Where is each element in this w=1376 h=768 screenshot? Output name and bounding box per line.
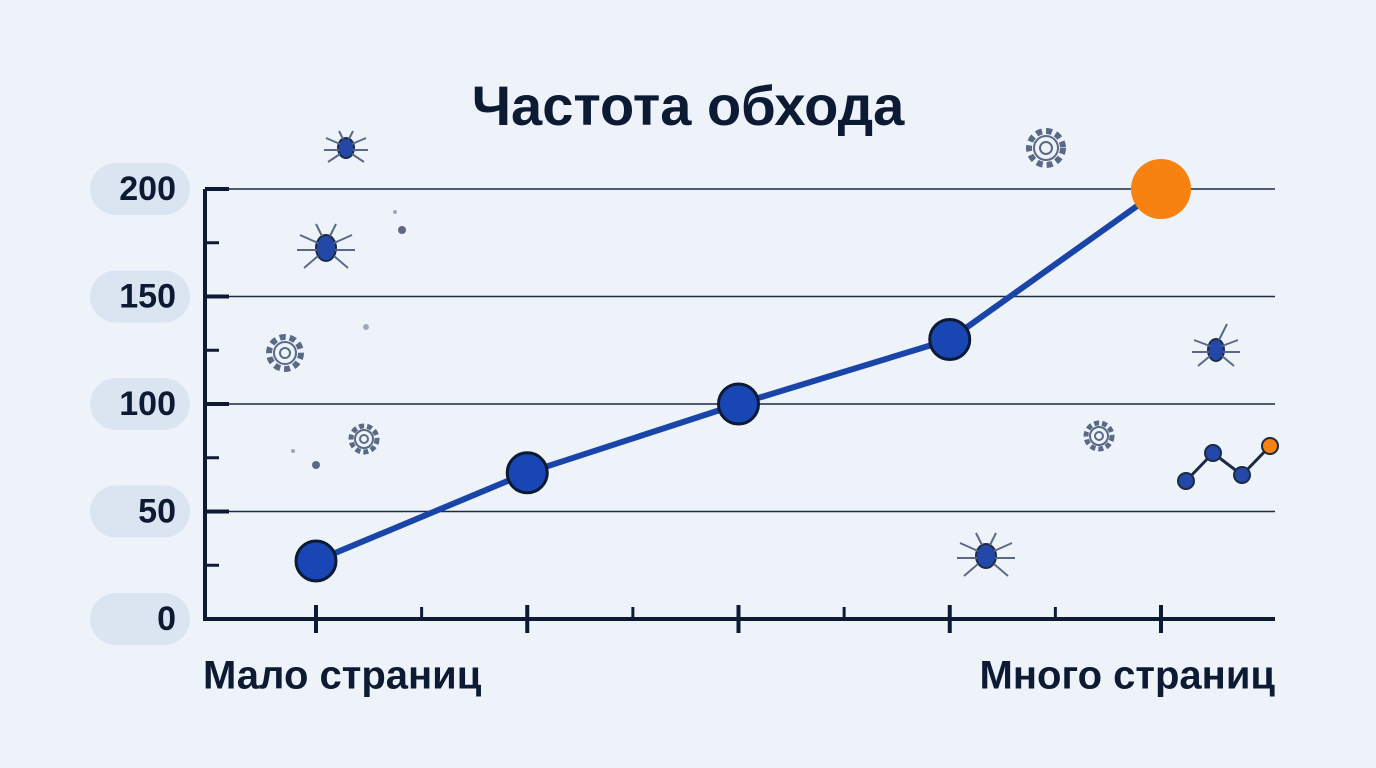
data-point [928, 318, 972, 361]
y-tick-pill [90, 378, 190, 430]
y-tick-label: 100 [119, 385, 176, 423]
y-tick-label: 200 [119, 170, 176, 208]
y-tick-pill [90, 593, 190, 645]
data-point [505, 451, 549, 495]
mini-chart-icon [1177, 437, 1279, 490]
y-tick-pill [90, 163, 190, 215]
y-tick-pill [90, 270, 190, 323]
y-tick-label: 150 [119, 277, 176, 315]
gear-icon [1083, 420, 1115, 452]
x-tick-label: Мало страниц [203, 654, 482, 698]
gear-icon [266, 334, 304, 372]
spider-icon [1192, 323, 1240, 367]
y-tick-label: 0 [157, 600, 176, 638]
gear-icon [348, 423, 380, 455]
x-tick-label: Много страниц [980, 654, 1276, 698]
data-point [717, 382, 760, 426]
data-point [1131, 159, 1191, 219]
spider-icon [957, 532, 1015, 577]
gear-icon [1026, 128, 1066, 168]
spider-icon [297, 223, 355, 269]
y-tick-pill [90, 485, 190, 538]
y-tick-label: 50 [138, 492, 176, 530]
spider-icon [324, 130, 368, 163]
chart-title: Частота обхода [472, 74, 905, 137]
decorations [266, 128, 1279, 577]
data-point [294, 539, 338, 583]
